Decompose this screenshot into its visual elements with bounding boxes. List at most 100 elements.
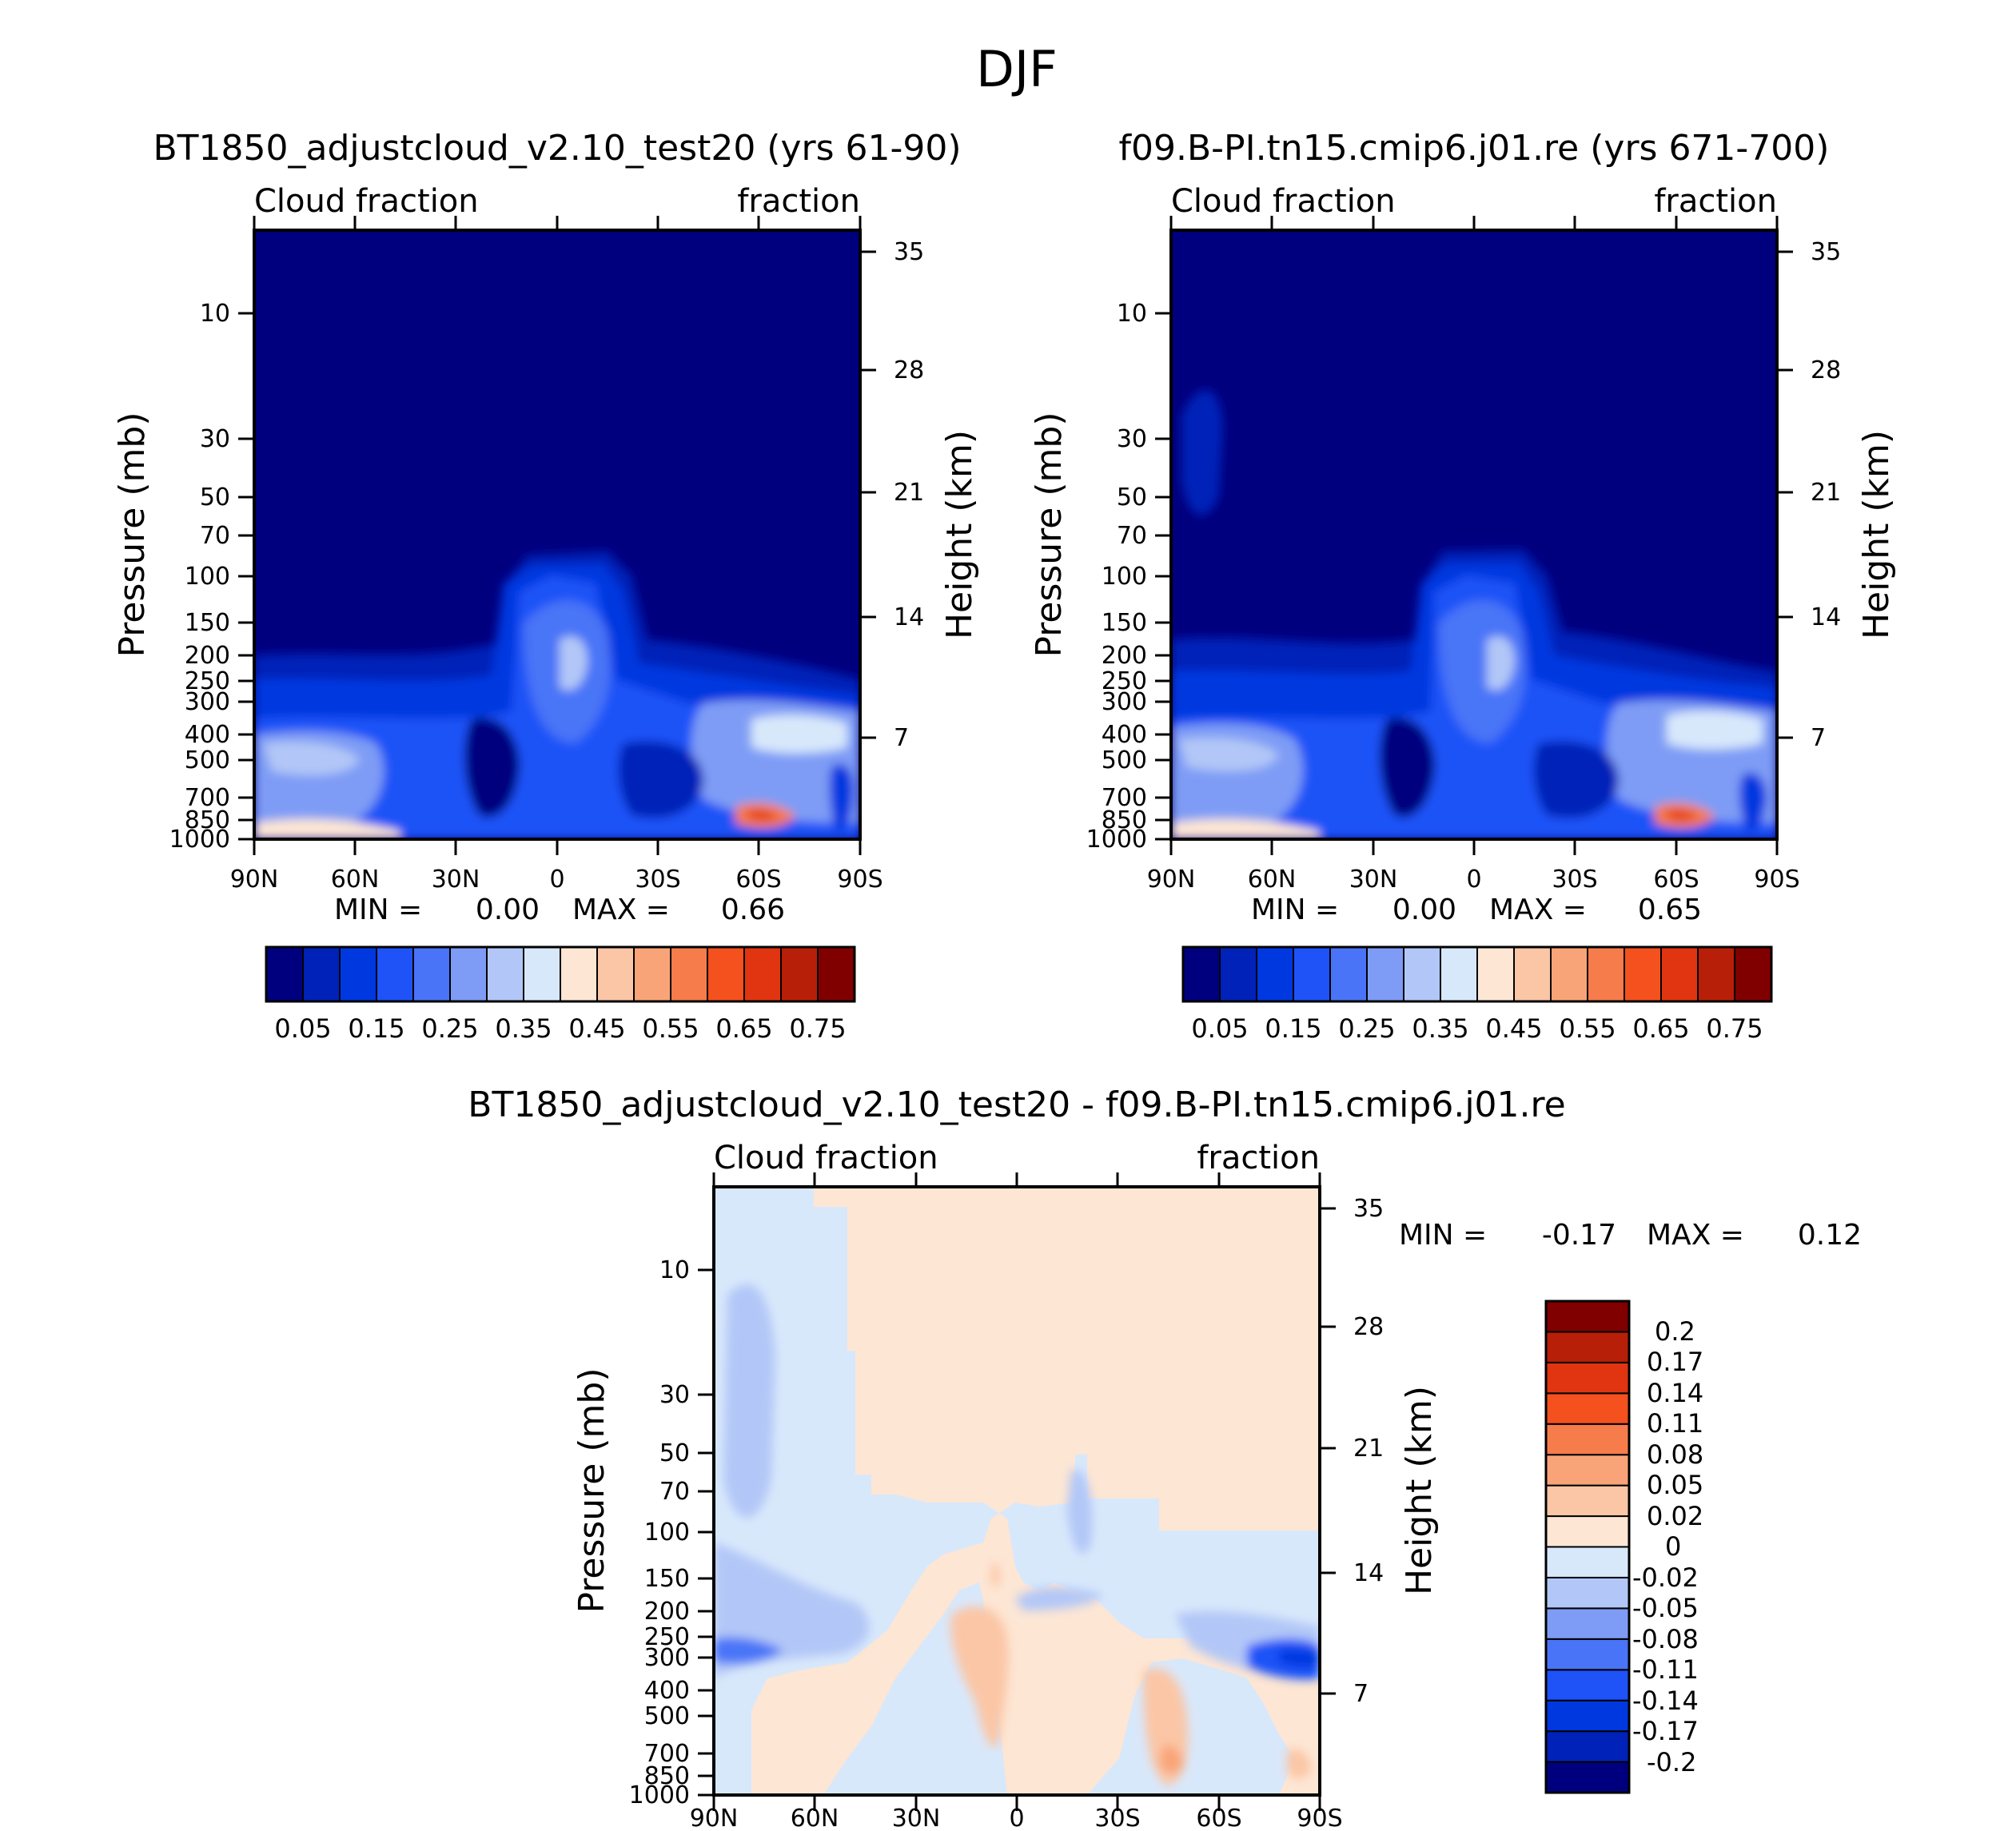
y-tick: 50 <box>200 484 230 511</box>
colorbar-label: 0.35 <box>1412 1013 1468 1044</box>
colorbar-swatch <box>1403 946 1441 1002</box>
x-ticks: 90N 60N 30N 0 30S 60S 90S <box>1147 216 1800 894</box>
panel-difference: BT1850_adjustcloud_v2.10_test20 - f09.B-… <box>468 1085 1862 1831</box>
y-tick: 10 <box>1117 300 1147 328</box>
colorbar-label: 0 <box>1665 1531 1681 1562</box>
colorbar-swatch <box>1697 946 1735 1002</box>
colorbar-label: 0.05 <box>1647 1470 1703 1500</box>
y-tick: 70 <box>659 1478 690 1506</box>
y-tick: 100 <box>1102 563 1147 591</box>
colorbar-swatch <box>1545 1761 1630 1793</box>
colorbar-swatch <box>1734 946 1772 1002</box>
colorbar-swatch <box>1545 1607 1630 1640</box>
x-tick: 90S <box>837 866 882 894</box>
colorbar-swatch <box>412 946 451 1002</box>
x-tick: 60S <box>735 866 781 894</box>
max-value: 0.12 <box>1798 1219 1862 1252</box>
y-tick: 500 <box>644 1702 690 1730</box>
y-tick: 200 <box>185 642 230 670</box>
x-tick: 90N <box>1147 866 1196 894</box>
y-tick: 10 <box>659 1256 690 1284</box>
y-tick: 1000 <box>1086 826 1147 854</box>
colorbar-label: 0.65 <box>715 1013 772 1044</box>
colorbar-label: 0.02 <box>1647 1501 1703 1531</box>
y-tick: 400 <box>185 721 230 749</box>
colorbar-swatch <box>1545 1392 1630 1425</box>
y-tick: 50 <box>1117 484 1147 511</box>
colorbar-swatch <box>1545 1638 1630 1671</box>
y-tick-right: 7 <box>1811 724 1826 752</box>
x-tick: 60S <box>1196 1805 1241 1831</box>
x-tick: 60N <box>331 866 380 894</box>
y-tick-right: 28 <box>894 356 924 384</box>
colorbar-label: 0.2 <box>1655 1316 1695 1347</box>
x-tick: 90S <box>1754 866 1799 894</box>
max-value: 0.65 <box>1638 894 1702 926</box>
min-value: 0.00 <box>1392 894 1456 926</box>
contour-field <box>254 230 860 839</box>
colorbar-label: 0.05 <box>1191 1013 1248 1044</box>
left-string: Cloud fraction <box>254 183 479 220</box>
colorbar-swatch <box>1440 946 1478 1002</box>
colorbar-swatch <box>523 946 561 1002</box>
y-axis-label-right: Height (km) <box>1399 1386 1440 1595</box>
colorbar-label: -0.11 <box>1632 1654 1699 1685</box>
colorbar-label: 0.45 <box>1485 1013 1542 1044</box>
colorbar-label: -0.05 <box>1632 1593 1699 1623</box>
colorbar-label: -0.17 <box>1632 1716 1699 1746</box>
left-string: Cloud fraction <box>714 1140 938 1176</box>
y-tick-right: 7 <box>1353 1680 1369 1708</box>
y-tick: 150 <box>1102 609 1147 637</box>
panel-test: BT1850_adjustcloud_v2.10_test20 (yrs 61-… <box>112 128 980 1044</box>
y-ticks: 10 30 50 70 100 150 200 250 300 400 500 … <box>169 300 254 854</box>
colorbar-swatch <box>1545 1361 1630 1395</box>
y-tick: 1000 <box>169 826 230 854</box>
x-tick: 90N <box>690 1805 739 1831</box>
colorbar-swatch <box>1550 946 1588 1002</box>
colorbar-swatch <box>376 946 414 1002</box>
colorbar-label: 0.15 <box>1265 1013 1321 1044</box>
colorbar-swatch <box>670 946 708 1002</box>
y-tick-right: 14 <box>894 603 924 631</box>
colorbar-swatch <box>1624 946 1662 1002</box>
colorbar-swatch <box>633 946 671 1002</box>
x-tick: 30S <box>1094 1805 1140 1831</box>
colorbar-label: 0.17 <box>1647 1347 1703 1377</box>
panel-control: f09.B-PI.tn15.cmip6.j01.re (yrs 671-700)… <box>1029 128 1897 1044</box>
y-tick: 850 <box>1102 806 1147 834</box>
max-label: MAX = <box>1647 1219 1744 1252</box>
x-tick: 0 <box>549 866 564 894</box>
y-tick: 300 <box>644 1644 690 1672</box>
y-ticks: 10 30 50 70 100 150 200 250 300 400 500 … <box>1086 300 1171 854</box>
y-tick: 500 <box>1102 746 1147 774</box>
colorbar-box <box>265 945 856 1003</box>
y-tick-right: 21 <box>894 479 924 507</box>
x-tick: 60N <box>791 1805 839 1831</box>
colorbar-label: -0.2 <box>1647 1747 1696 1777</box>
y-axis-label: Pressure (mb) <box>1029 412 1070 658</box>
colorbar-swatch <box>1513 946 1552 1002</box>
x-tick: 0 <box>1466 866 1481 894</box>
y-tick-right: 21 <box>1811 479 1841 507</box>
min-value: 0.00 <box>476 894 540 926</box>
y-tick-right: 21 <box>1353 1435 1384 1463</box>
right-string: fraction <box>1654 183 1777 220</box>
y-tick-right: 28 <box>1811 356 1841 384</box>
colorbar-swatch <box>1545 1515 1630 1548</box>
colorbar-swatch <box>1256 946 1294 1002</box>
y-axis-label-right: Height (km) <box>939 430 980 639</box>
colorbar-swatch <box>1545 1454 1630 1487</box>
y-tick-right: 7 <box>894 724 909 752</box>
colorbar-swatch <box>1182 946 1221 1002</box>
x-tick: 90N <box>230 866 279 894</box>
colorbar-label: 0.05 <box>274 1013 331 1044</box>
y-tick: 30 <box>659 1381 690 1409</box>
contour-field <box>1171 230 1777 839</box>
y-axis-label: Pressure (mb) <box>112 412 153 658</box>
y-tick: 850 <box>644 1762 690 1790</box>
contour-field <box>714 1187 1320 1795</box>
colorbar-swatch <box>1545 1730 1630 1763</box>
y-tick: 200 <box>644 1598 690 1626</box>
x-tick: 30S <box>635 866 680 894</box>
left-string: Cloud fraction <box>1171 183 1396 220</box>
